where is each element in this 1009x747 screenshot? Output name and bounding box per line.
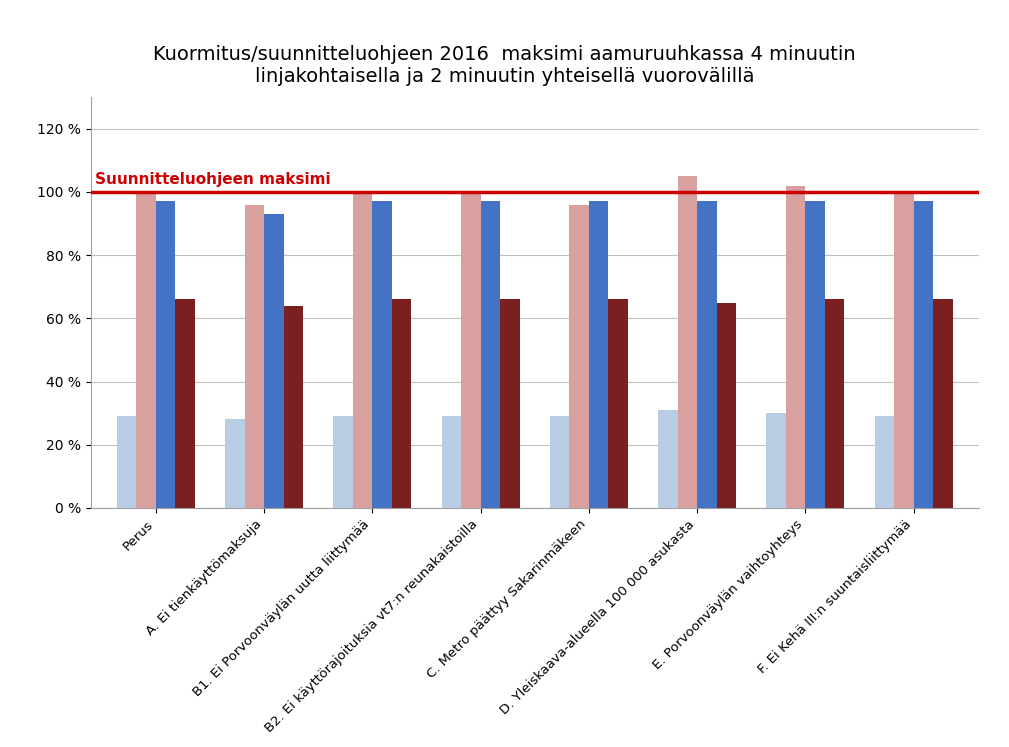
Bar — [569, 205, 589, 508]
Bar — [914, 202, 933, 508]
Bar — [225, 420, 244, 508]
Bar — [805, 202, 825, 508]
Bar — [608, 300, 628, 508]
Bar — [391, 300, 412, 508]
Bar — [786, 185, 805, 508]
Bar — [894, 192, 914, 508]
Bar — [264, 214, 284, 508]
Bar — [480, 202, 500, 508]
Bar — [244, 205, 264, 508]
Bar — [697, 202, 716, 508]
Bar — [825, 300, 845, 508]
Bar — [678, 176, 697, 508]
Bar — [461, 192, 480, 508]
Bar — [117, 416, 136, 508]
Bar — [767, 413, 786, 508]
Bar — [372, 202, 391, 508]
Bar — [176, 300, 195, 508]
Text: Kuormitus/suunnitteluohjeen 2016  maksimi aamuruuhkassa 4 minuutin
linjakohtaise: Kuormitus/suunnitteluohjeen 2016 maksimi… — [153, 45, 856, 86]
Bar — [500, 300, 520, 508]
Bar — [333, 416, 353, 508]
Bar — [353, 192, 372, 508]
Bar — [136, 192, 155, 508]
Bar — [658, 410, 678, 508]
Bar — [589, 202, 608, 508]
Bar — [155, 202, 176, 508]
Bar — [933, 300, 952, 508]
Bar — [716, 303, 737, 508]
Text: Suunnitteluohjeen maksimi: Suunnitteluohjeen maksimi — [95, 172, 331, 187]
Bar — [284, 306, 303, 508]
Bar — [442, 416, 461, 508]
Bar — [875, 416, 894, 508]
Bar — [550, 416, 569, 508]
